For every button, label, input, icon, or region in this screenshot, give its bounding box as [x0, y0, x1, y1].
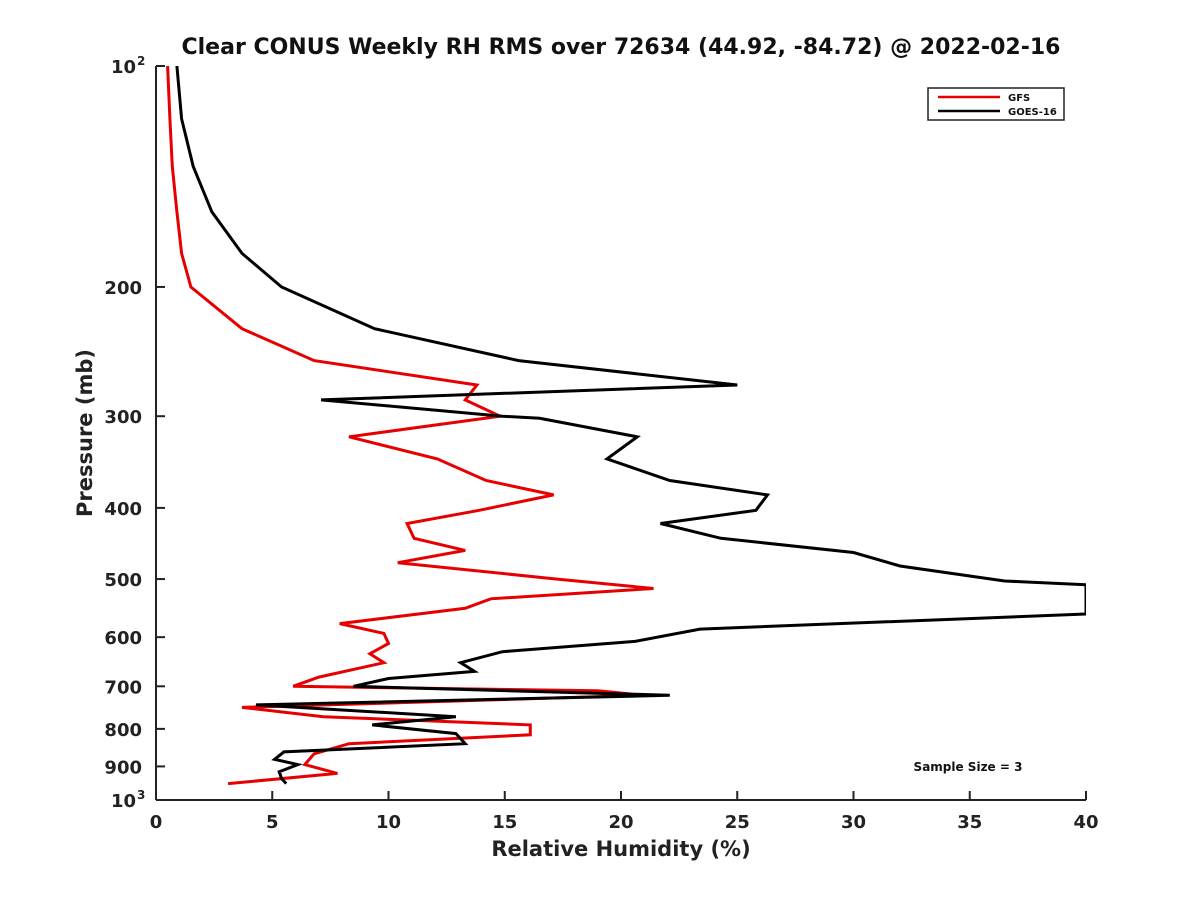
series-layer — [166, 66, 1086, 786]
y-tick-label-exponent: 2 — [137, 54, 145, 68]
sample-size-annotation: Sample Size = 3 — [914, 760, 1023, 774]
chart-title: Clear CONUS Weekly RH RMS over 72634 (44… — [182, 35, 1061, 60]
x-tick-label: 5 — [266, 812, 279, 833]
series-line-gfs — [166, 66, 654, 786]
y-tick-label: 300 — [104, 407, 142, 428]
x-tick-label: 25 — [725, 812, 750, 833]
x-tick-label: 40 — [1073, 812, 1098, 833]
y-tick-label-exponent: 3 — [137, 788, 145, 802]
y-tick-label: 10 — [111, 791, 136, 812]
x-tick-label: 20 — [608, 812, 633, 833]
y-tick-label: 800 — [104, 720, 142, 741]
legend-box — [927, 87, 1065, 121]
y-tick-label: 500 — [104, 570, 142, 591]
x-axis-label: Relative Humidity (%) — [491, 837, 750, 861]
y-tick-label: 600 — [104, 628, 142, 649]
x-tick-label: 15 — [492, 812, 517, 833]
x-tick-label: 0 — [150, 812, 163, 833]
x-tick-label: 35 — [957, 812, 982, 833]
y-tick-label: 700 — [104, 677, 142, 698]
x-tick-label: 10 — [376, 812, 401, 833]
legend-label: GOES-16 — [1008, 107, 1057, 118]
y-tick-label: 200 — [104, 278, 142, 299]
x-tick-label: 30 — [841, 812, 866, 833]
series-line-goes-16 — [175, 66, 1086, 785]
y-tick-label: 10 — [111, 57, 136, 78]
y-axis-label: Pressure (mb) — [73, 349, 97, 517]
y-tick-label: 900 — [104, 757, 142, 778]
legend: GFS GOES-16 — [927, 87, 1065, 121]
legend-label: GFS — [1008, 93, 1030, 104]
y-tick-label: 400 — [104, 499, 142, 520]
